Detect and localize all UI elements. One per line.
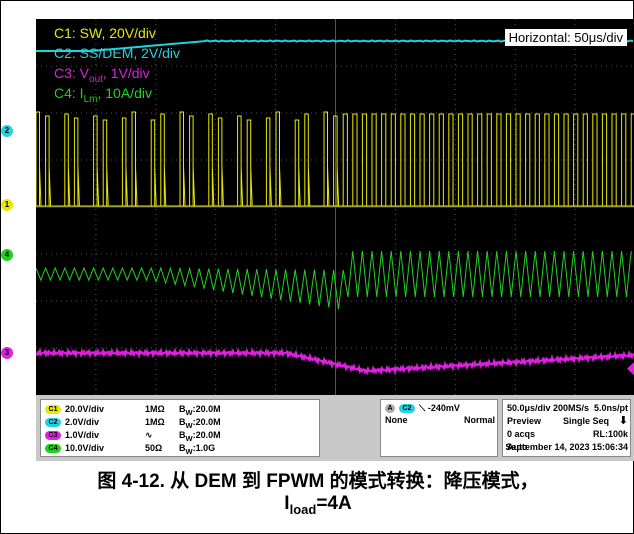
legend-c4: C4: ILm, 10A/div bbox=[54, 83, 152, 110]
channel-coupling: 50Ω bbox=[145, 443, 163, 453]
channel-settings-panel: C1 20.0V/div 1MΩ BW:20.0M C2 2.0V/div 1MΩ BW:20… bbox=[40, 399, 320, 457]
marker-c3: 3 bbox=[1, 347, 13, 359]
legend-c4-rest: , 10A/div bbox=[97, 85, 152, 101]
series-c1-sw bbox=[36, 111, 634, 207]
channel-chip: C3 bbox=[45, 431, 61, 441]
scope-info-bar: C1 20.0V/div 1MΩ BW:20.0M C2 2.0V/div 1MΩ BW:20… bbox=[36, 395, 634, 461]
caption-i: I bbox=[284, 493, 290, 514]
channel-scale: 1.0V/div bbox=[65, 430, 100, 440]
channel-bandwidth: BW:20.0M bbox=[179, 429, 221, 445]
channel-bandwidth: BW:20.0M bbox=[179, 403, 221, 419]
bw-sep: : bbox=[192, 443, 196, 453]
legend-c3-main: C3: V bbox=[54, 65, 90, 81]
timebase-row-4: Auto September 14, 2023 15:06:34 bbox=[505, 441, 628, 453]
timebase-rate: 50.0μs/div 200MS/s bbox=[507, 403, 590, 413]
marker-c2: 2 bbox=[1, 125, 13, 137]
waveform-plot bbox=[36, 19, 634, 395]
legend-c4-sub: Lm bbox=[83, 93, 98, 105]
bw-label: B bbox=[179, 404, 186, 414]
marker-c1: 1 bbox=[1, 199, 13, 211]
legend-c1: C1: SW, 20V/div bbox=[54, 23, 156, 43]
bw-sep: : bbox=[192, 430, 196, 440]
caption-load-sub: load bbox=[289, 501, 317, 517]
single-arrow-icon: ⬇ bbox=[618, 415, 628, 427]
horizontal-scale-label: Horizontal: 50μs/div bbox=[504, 29, 627, 46]
bw-value: 20.0M bbox=[195, 417, 221, 427]
timebase-resolution: 5.0ns/pt bbox=[593, 403, 628, 413]
channel-chip: C1 bbox=[45, 405, 61, 415]
channel-row: C3 1.0V/div ∿ BW:20.0M bbox=[45, 429, 221, 443]
trigger-source-chip: A bbox=[385, 404, 395, 414]
channel-coupling: ∿ bbox=[145, 430, 153, 440]
legend-c2-text: C2: SS/DEM, 2V/div bbox=[54, 45, 181, 61]
timebase-row-2: Preview Single Seq ⬇ bbox=[507, 415, 628, 427]
legend-c3-rest: , 1V/div bbox=[102, 65, 150, 81]
caption-eq: =4A bbox=[316, 493, 352, 514]
legend-c3-sub: out bbox=[89, 73, 103, 85]
channel-bandwidth: BW:1.0G bbox=[179, 442, 215, 458]
series-c3-vout bbox=[36, 346, 634, 376]
channel-scale: 10.0V/div bbox=[65, 443, 105, 453]
bw-sub: W bbox=[185, 407, 193, 417]
trigger-panel: A C2 ⟍ -240mV None Normal bbox=[380, 399, 498, 457]
timebase-row-1: 50.0μs/div 200MS/s 5.0ns/pt bbox=[507, 402, 628, 414]
channel-bandwidth: BW:20.0M bbox=[179, 416, 221, 432]
timebase-auto: Auto bbox=[507, 442, 528, 452]
trigger-row-2: None Normal bbox=[385, 414, 495, 426]
bw-label: B bbox=[179, 417, 186, 427]
channel-scale: 20.0V/div bbox=[65, 404, 105, 414]
trigger-level: -240mV bbox=[427, 403, 460, 413]
channel-chip: C4 bbox=[45, 444, 61, 454]
marker-c4: 4 bbox=[1, 249, 13, 261]
bw-label: B bbox=[179, 443, 186, 453]
legend-c3: C3: Vout, 1V/div bbox=[54, 63, 150, 90]
trigger-level-marker bbox=[627, 362, 634, 376]
bw-label: B bbox=[179, 430, 186, 440]
trigger-row: A C2 ⟍ -240mV bbox=[385, 402, 460, 414]
channel-row: C4 10.0V/div 50Ω BW:1.0G bbox=[45, 442, 215, 456]
channel-coupling: 1MΩ bbox=[145, 404, 165, 414]
trigger-mode: Normal bbox=[463, 415, 495, 425]
trigger-coupling: None bbox=[385, 415, 408, 425]
timebase-panel: 50.0μs/div 200MS/s 5.0ns/pt Preview Sing… bbox=[502, 399, 631, 457]
bw-sub: W bbox=[185, 420, 193, 430]
channel-coupling: 1MΩ bbox=[145, 417, 165, 427]
bw-value: 20.0M bbox=[195, 404, 221, 414]
bw-value: 20.0M bbox=[195, 430, 221, 440]
bw-sub: W bbox=[185, 433, 193, 443]
channel-row: C2 2.0V/div 1MΩ BW:20.0M bbox=[45, 416, 221, 430]
oscilloscope-screen: C1: SW, 20V/div C2: SS/DEM, 2V/div C3: V… bbox=[36, 19, 634, 395]
legend-c2: C2: SS/DEM, 2V/div bbox=[54, 43, 180, 63]
figure-caption-line-2: Iload=4A bbox=[1, 493, 634, 517]
bw-sep: : bbox=[192, 404, 196, 414]
bw-value: 1.0G bbox=[195, 443, 216, 453]
figure-caption-line-1: 图 4-12. 从 DEM 到 FPWM 的模式转换：降压模式， bbox=[97, 471, 539, 492]
timebase-row-3: 0 acqs RL:100k bbox=[507, 428, 628, 440]
timebase-mode: Preview bbox=[507, 416, 542, 426]
channel-row: C1 20.0V/div 1MΩ BW:20.0M bbox=[45, 403, 221, 417]
timebase-seq: Single Seq bbox=[563, 416, 610, 426]
series-c4-ilm bbox=[36, 250, 632, 309]
trigger-channel-chip: C2 bbox=[399, 404, 415, 414]
trigger-edge-icon: ⟍ bbox=[419, 403, 426, 413]
bw-sep: : bbox=[192, 417, 196, 427]
channel-scale: 2.0V/div bbox=[65, 417, 100, 427]
legend-c4-main: C4: I bbox=[54, 85, 84, 101]
bw-sub: W bbox=[185, 446, 193, 456]
timebase-record-length: RL:100k bbox=[592, 429, 628, 439]
timebase-date: September 14, 2023 15:06:34 bbox=[505, 442, 628, 452]
legend-c1-text: C1: SW, 20V/div bbox=[54, 25, 156, 41]
channel-chip: C2 bbox=[45, 418, 61, 428]
timebase-acqs: 0 acqs bbox=[507, 429, 536, 439]
